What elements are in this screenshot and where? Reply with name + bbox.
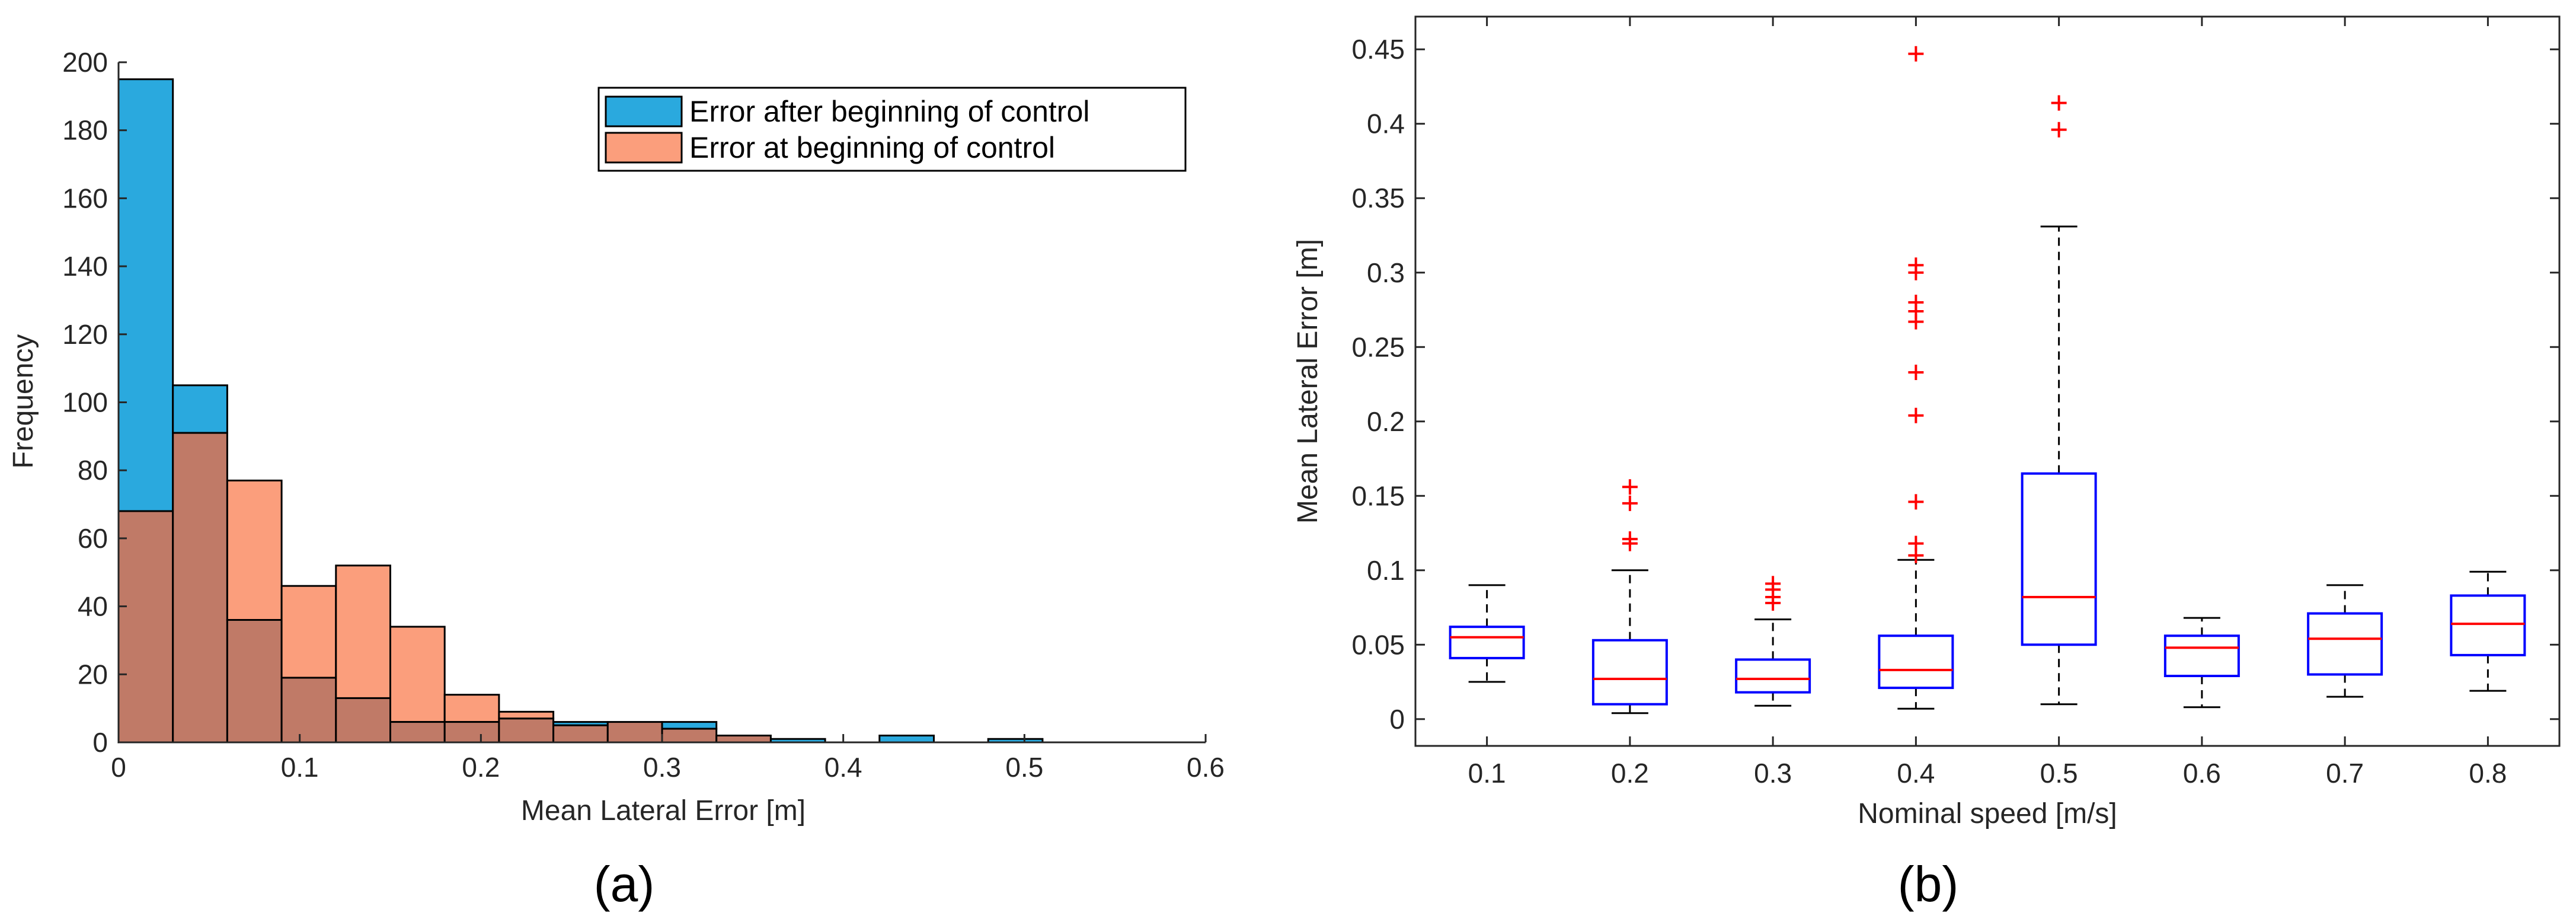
boxplot-x-tick-label: 0.8 xyxy=(2469,758,2507,789)
histogram-bar-overlap-10 xyxy=(661,728,718,744)
histogram-y-tick-label: 200 xyxy=(62,47,108,78)
histogram-y-tick-label: 140 xyxy=(62,251,108,282)
boxplot-x-tick-label: 0.1 xyxy=(1468,758,1506,789)
boxplot-y-tick-label: 0.3 xyxy=(1367,257,1405,288)
boxplot-outlier-2-3 xyxy=(1765,576,1781,592)
histogram-x-tick-label: 0.6 xyxy=(1187,752,1225,783)
boxplot-outlier-3-1 xyxy=(1908,535,1924,551)
histogram-bar-after-1 xyxy=(172,384,228,434)
histogram-x-tick-label: 0.5 xyxy=(1005,752,1043,783)
boxplot-box-3 xyxy=(1878,634,1954,690)
histogram-axes: 0 0.1 0.2 0.3 0.4 0.5 0.6 0 20 40 60 80 100 120 140 160… xyxy=(62,47,1225,783)
histogram-bar-overlap-5 xyxy=(389,721,446,744)
histogram-bar-overlap-6 xyxy=(443,721,500,744)
histogram-bar-overlap-7 xyxy=(498,717,555,744)
legend-swatch-after xyxy=(605,95,683,127)
boxplot-marks xyxy=(1449,46,2526,714)
histogram-y-tick-label: 100 xyxy=(62,387,108,418)
caption-a: (a) xyxy=(594,856,655,912)
boxplot-outlier-1-2 xyxy=(1622,495,1638,511)
boxplot-axes: 0 0.05 0.1 0.15 0.2 0.25 0.3 0.35 0.4 0.45 0.1 0.2 0… xyxy=(1351,17,2559,789)
boxplot-outlier-3-9 xyxy=(1908,257,1924,273)
boxplot-y-tick-label: 0.4 xyxy=(1367,109,1405,139)
boxplot-box-1 xyxy=(1591,639,1668,706)
histogram-bar-overlap-2 xyxy=(226,619,283,744)
histogram-x-tick-label: 0.3 xyxy=(643,752,681,783)
histogram-x-tick-label: 0.4 xyxy=(824,752,862,783)
histogram-bar-after-10 xyxy=(661,721,718,730)
histogram-y-tick-label: 120 xyxy=(62,319,108,350)
histogram-y-label: Frequency xyxy=(8,334,39,469)
histogram-y-tick-label: 40 xyxy=(78,591,108,622)
boxplot-y-tick-label: 0.05 xyxy=(1351,629,1405,660)
boxplot-x-tick-label: 0.7 xyxy=(2326,758,2364,789)
boxplot-y-tick-label: 0.2 xyxy=(1367,406,1405,437)
histogram-bar-overlap-1 xyxy=(172,432,228,744)
boxplot-outlier-1-3 xyxy=(1622,479,1638,495)
boxplot-y-label: Mean Lateral Error [m] xyxy=(1292,239,1324,524)
boxplot-y-tick-label: 0.25 xyxy=(1351,331,1405,362)
boxplot-box-0 xyxy=(1449,626,1525,659)
legend-swatch-at xyxy=(605,132,683,164)
histogram-y-tick-label: 80 xyxy=(78,455,108,486)
boxplot-y-tick-label: 0.35 xyxy=(1351,183,1405,213)
boxplot-box-4 xyxy=(2021,472,2097,646)
legend-label-at: Error at beginning of control xyxy=(689,131,1055,164)
histogram-bar-overlap-4 xyxy=(335,697,391,744)
boxplot-x-tick-label: 0.3 xyxy=(1754,758,1792,789)
boxplot-box-5 xyxy=(2163,634,2240,678)
caption-b: (b) xyxy=(1898,856,1959,912)
boxplot-y-tick-label: 0 xyxy=(1389,704,1405,735)
boxplot-frame xyxy=(1414,15,2561,747)
boxplot-x-tick-label: 0.6 xyxy=(2183,758,2221,789)
histogram-bar-overlap-11 xyxy=(715,735,772,744)
histogram-y-tick-label: 20 xyxy=(78,659,108,690)
boxplot-box-6 xyxy=(2307,612,2383,676)
boxplot-y-tick-label: 0.1 xyxy=(1367,555,1405,586)
boxplot-outlier-3-2 xyxy=(1908,494,1924,510)
legend-label-after: Error after beginning of control xyxy=(689,95,1089,128)
boxplot-x-label: Nominal speed [m/s] xyxy=(1858,798,2117,830)
histogram-x-tick-label: 0.1 xyxy=(281,752,319,783)
boxplot-y-tick-label: 0.45 xyxy=(1351,34,1405,65)
histogram-bar-at-5 xyxy=(389,626,446,723)
histogram-y-tick-label: 0 xyxy=(92,727,108,758)
histogram-bar-overlap-8 xyxy=(552,724,609,744)
histogram-bar-at-3 xyxy=(280,585,337,679)
histogram-x-tick-label: 0.2 xyxy=(462,752,500,783)
boxplot-outlier-3-3 xyxy=(1908,407,1924,423)
legend-box xyxy=(597,87,1187,172)
boxplot-box-7 xyxy=(2450,594,2526,656)
histogram-bar-after-0 xyxy=(117,78,174,512)
histogram-chart: 0 0.1 0.2 0.3 0.4 0.5 0.6 0 20 40 60 80 100 120 140 160… xyxy=(8,47,1225,912)
boxplot-x-tick-label: 0.4 xyxy=(1897,758,1935,789)
boxplot-x-tick-label: 0.5 xyxy=(2040,758,2078,789)
histogram-bar-overlap-0 xyxy=(117,510,174,744)
boxplot-box-2 xyxy=(1735,658,1811,694)
histogram-legend: Error after beginning of control Error a… xyxy=(597,87,1187,172)
histogram-bars xyxy=(117,78,1044,744)
histogram-x-label: Mean Lateral Error [m] xyxy=(521,795,806,827)
histogram-bar-after-13 xyxy=(878,735,935,744)
boxplot-outlier-3-7 xyxy=(1908,294,1924,310)
boxplot-outlier-4-0 xyxy=(2051,122,2067,138)
histogram-x-tick-label: 0 xyxy=(111,752,126,783)
histogram-bar-overlap-9 xyxy=(606,721,663,744)
histogram-bar-at-7 xyxy=(498,710,555,720)
histogram-bar-at-2 xyxy=(226,479,283,621)
boxplot-outlier-3-4 xyxy=(1908,364,1924,380)
boxplot-outlier-4-1 xyxy=(2051,95,2067,111)
boxplot-y-tick-label: 0.15 xyxy=(1351,480,1405,511)
histogram-bar-at-4 xyxy=(335,564,391,699)
boxplot-x-tick-label: 0.2 xyxy=(1611,758,1649,789)
histogram-y-tick-label: 60 xyxy=(78,523,108,554)
boxplot-outlier-1-1 xyxy=(1622,531,1638,547)
boxplot-chart: 0 0.05 0.1 0.15 0.2 0.25 0.3 0.35 0.4 0.45 0.1 0.2 0… xyxy=(1292,15,2561,912)
histogram-y-tick-label: 180 xyxy=(62,115,108,146)
histogram-bar-overlap-3 xyxy=(280,677,337,744)
histogram-bar-at-6 xyxy=(443,694,500,723)
boxplot-outlier-3-10 xyxy=(1908,46,1924,62)
histogram-y-tick-label: 160 xyxy=(62,183,108,213)
